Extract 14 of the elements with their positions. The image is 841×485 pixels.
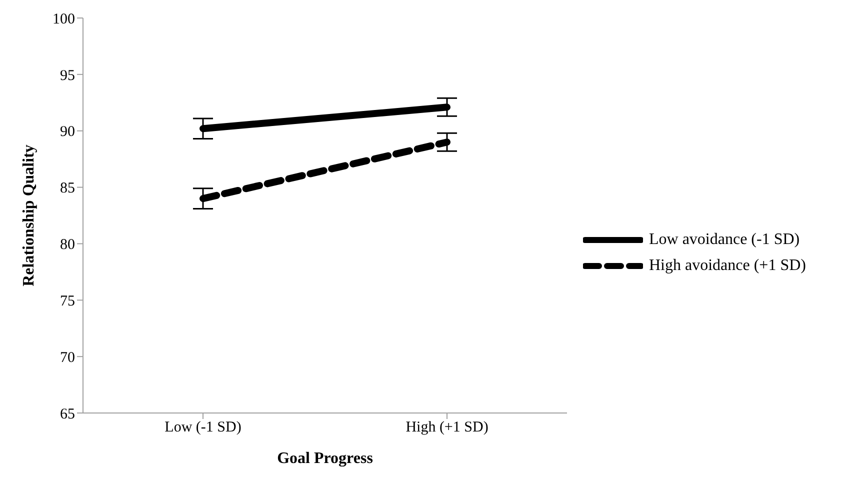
- y-tick-label: 80: [60, 237, 75, 254]
- y-tick-label: 90: [60, 124, 75, 140]
- legend-label: High avoidance (+1 SD): [649, 257, 806, 275]
- y-tick-label: 85: [60, 180, 75, 197]
- x-tick-label: Low (-1 SD): [164, 420, 242, 436]
- y-tick-label: 65: [60, 406, 75, 422]
- y-axis-title: Relationship Quality: [20, 144, 38, 286]
- x-axis-title: Goal Progress: [277, 450, 373, 467]
- legend-label: Low avoidance (-1 SD): [649, 231, 800, 249]
- y-tick-label: 95: [60, 68, 75, 84]
- x-tick-label: High (+1 SD): [406, 420, 488, 436]
- y-tick-label: 100: [52, 11, 75, 28]
- y-tick-label: 70: [60, 350, 75, 366]
- y-tick-label: 75: [60, 293, 75, 310]
